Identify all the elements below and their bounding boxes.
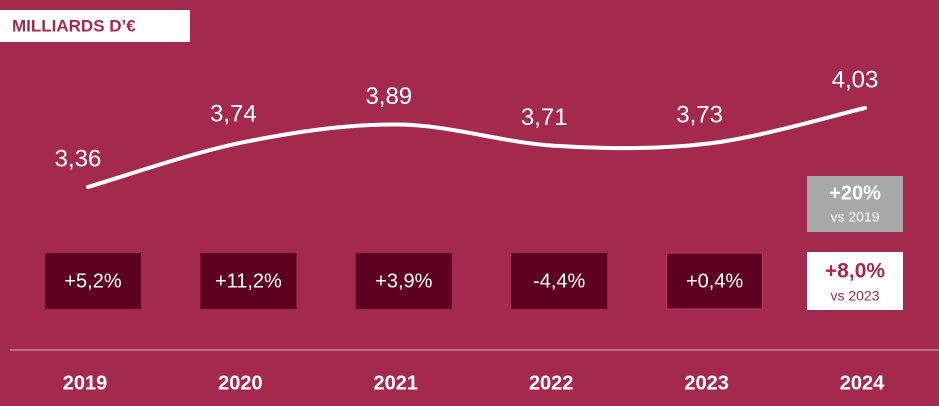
value-label: 3,71 bbox=[521, 104, 568, 131]
growth-note: vs 2023 bbox=[830, 288, 879, 304]
growth-label: -4,4% bbox=[533, 270, 585, 292]
x-tick-label: 2019 bbox=[63, 372, 108, 394]
title-box bbox=[0, 10, 190, 42]
growth-box bbox=[45, 253, 141, 309]
x-tick-label: 2020 bbox=[218, 372, 263, 394]
growth-label: +11,2% bbox=[215, 270, 282, 292]
growth-label: +3,9% bbox=[375, 270, 432, 292]
x-tick-label: 2022 bbox=[529, 372, 574, 394]
x-tick-label: 2024 bbox=[840, 372, 885, 394]
growth-label: +0,4% bbox=[686, 270, 743, 292]
chart-title: MILLIARDS D’€ bbox=[12, 16, 136, 35]
growth-box bbox=[807, 252, 903, 310]
growth-box bbox=[511, 253, 608, 309]
line bbox=[86, 106, 867, 189]
x-tick-label: 2021 bbox=[374, 372, 419, 394]
growth-box bbox=[200, 253, 297, 309]
highlight-note: vs 2019 bbox=[830, 209, 879, 225]
value-label: 3,36 bbox=[55, 145, 102, 172]
growth-box bbox=[666, 252, 764, 310]
value-label: 3,89 bbox=[365, 83, 412, 110]
value-label: 3,74 bbox=[210, 101, 257, 128]
growth-label: +5,2% bbox=[64, 270, 121, 292]
value-label: 4,03 bbox=[832, 66, 879, 93]
highlight-box bbox=[807, 176, 903, 232]
x-tick-label: 2023 bbox=[684, 372, 729, 394]
highlight-label: +20% bbox=[829, 182, 881, 204]
growth-box bbox=[355, 253, 452, 309]
growth-label: +8,0% bbox=[825, 260, 885, 283]
value-label: 3,73 bbox=[676, 102, 723, 129]
